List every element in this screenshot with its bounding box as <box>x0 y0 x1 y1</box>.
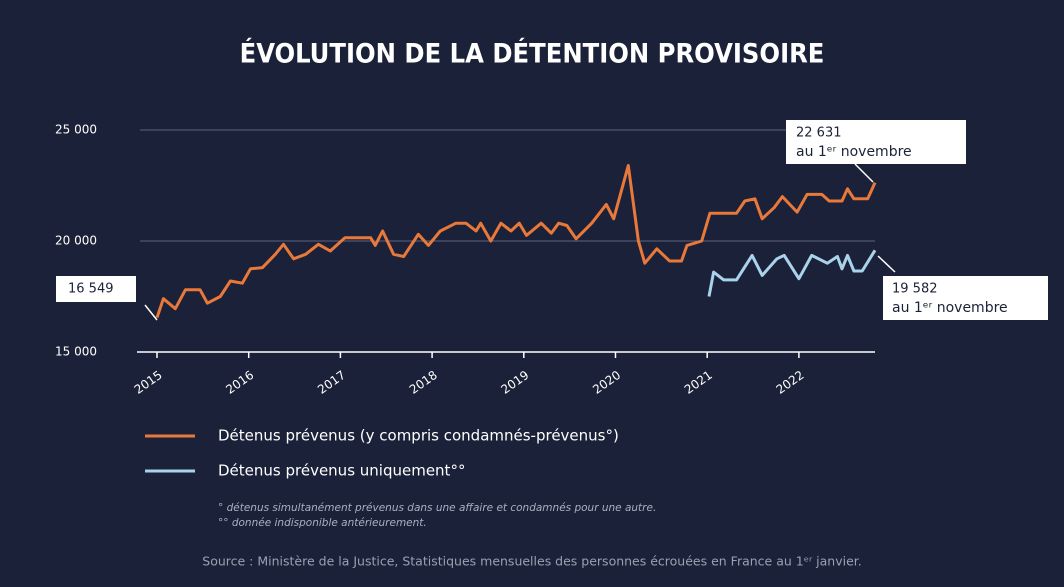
chart-title: ÉVOLUTION DE LA DÉTENTION PROVISOIRE <box>240 38 825 70</box>
annotation-label: 16 549 <box>68 282 114 297</box>
annotation-box <box>883 276 1048 320</box>
annotation-pointer <box>144 304 158 321</box>
legend-label: Détenus prévenus (y compris condamnés-pr… <box>218 427 619 445</box>
y-tick-label: 25 000 <box>55 123 97 137</box>
annotation-label: 22 631 <box>796 126 842 141</box>
annotation-box <box>786 120 966 164</box>
legend-label: Détenus prévenus uniquement°° <box>218 462 465 480</box>
y-tick-label: 15 000 <box>55 345 97 359</box>
annotation-text: au 1ᵉʳ novembre <box>796 144 912 160</box>
source: Source : Ministère de la Justice, Statis… <box>202 554 861 569</box>
annotation-pointer <box>854 163 874 183</box>
y-tick-label: 20 000 <box>55 234 97 248</box>
footnote: °° donnée indisponible antérieurement. <box>218 517 427 529</box>
annotation-pointer <box>877 255 896 273</box>
annotation-label: 19 582 <box>892 282 938 297</box>
annotation: 19 582 au 1ᵉʳ novembre <box>877 255 1048 320</box>
footnote: ° détenus simultanément prévenus dans un… <box>218 502 656 514</box>
annotation-box <box>56 276 136 302</box>
annotation: 16 549 <box>56 276 158 321</box>
series-line <box>155 164 877 319</box>
annotation: 22 631 au 1ᵉʳ novembre <box>786 120 966 183</box>
series-line <box>707 249 877 297</box>
annotation-text: au 1ᵉʳ novembre <box>892 300 1008 316</box>
